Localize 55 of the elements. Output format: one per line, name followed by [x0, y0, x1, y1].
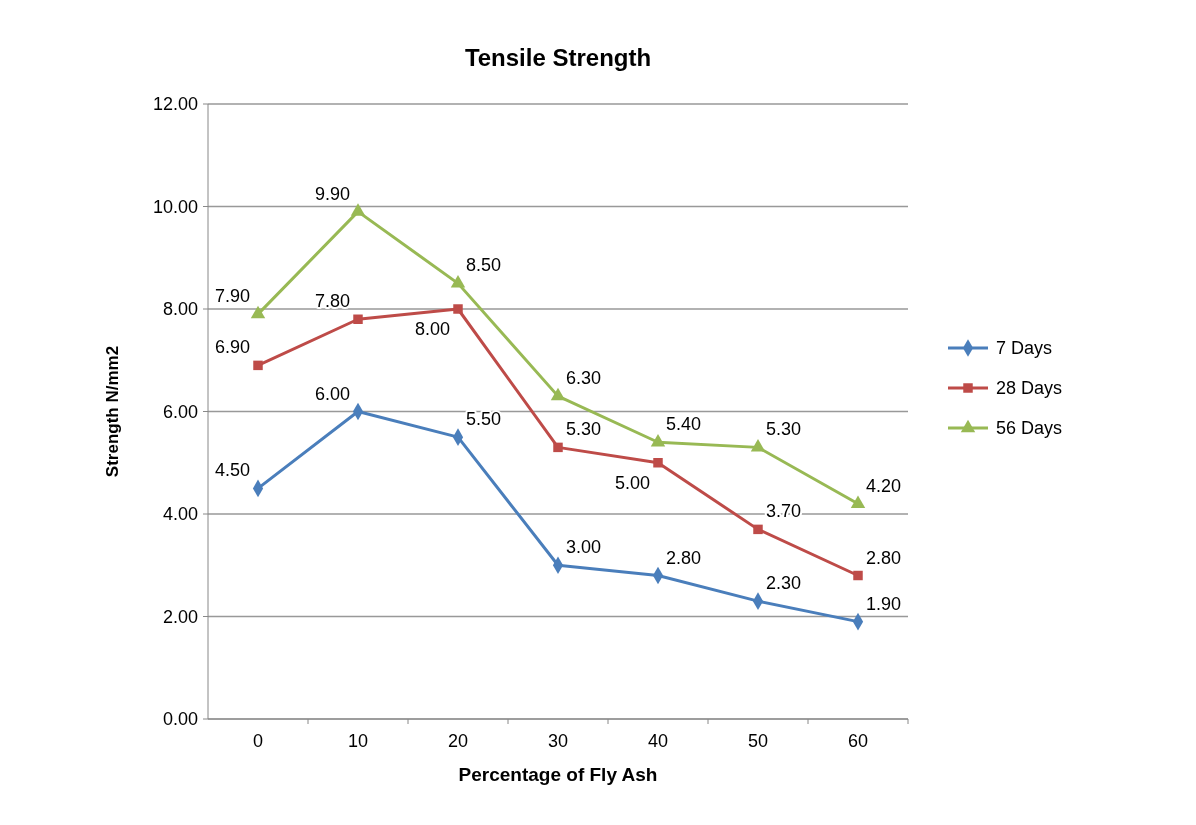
y-tick-label: 8.00 [162, 299, 198, 319]
point [753, 524, 763, 535]
point [250, 305, 266, 319]
x-axis-title: Percentage of Fly Ash [458, 764, 658, 785]
data-label: 5.30 [566, 419, 602, 440]
legend-label: 56 Days [996, 418, 1063, 438]
x-tick-label: 40 [647, 731, 669, 751]
y-tick-label: 6.00 [162, 401, 198, 422]
data-label: 5.50 [466, 409, 502, 430]
point [550, 387, 566, 401]
legend-label: 28 Days [996, 378, 1063, 398]
data-label: 3.70 [766, 501, 802, 522]
point [653, 458, 663, 468]
data-label: 7.90 [214, 286, 250, 307]
data-label: 2.80 [666, 547, 702, 568]
y-tick-label: 0.00 [162, 709, 198, 729]
y-tick-label: 4.00 [162, 504, 198, 524]
point [750, 439, 766, 452]
data-label: 2.80 [866, 547, 902, 568]
point [353, 314, 363, 324]
x-tick-label: 30 [547, 731, 569, 751]
point [453, 304, 463, 314]
point [350, 203, 366, 216]
point [553, 442, 563, 453]
data-label: 7.80 [314, 291, 350, 312]
data-label: 5.40 [666, 414, 702, 435]
data-label: 6.00 [314, 383, 350, 404]
x-tick-label: 50 [747, 731, 769, 751]
data-label: 6.30 [566, 368, 602, 389]
point [450, 275, 466, 288]
point [253, 360, 263, 371]
data-label: 5.30 [766, 419, 802, 440]
data-label: 4.20 [866, 475, 902, 496]
data-label: 6.90 [214, 337, 250, 358]
y-axis-title: Strength N/mm2 [103, 345, 122, 478]
data-label: 9.90 [314, 183, 350, 204]
data-label: 8.00 [414, 319, 450, 339]
data-label: 2.30 [766, 573, 802, 594]
y-tick-label: 2.00 [162, 606, 198, 627]
x-tick-label: 20 [447, 731, 469, 751]
point [853, 570, 863, 581]
x-tick-label: 10 [347, 731, 369, 751]
chart-title: Tensile Strength [464, 44, 652, 71]
x-tick-label: 0 [252, 731, 264, 751]
data-label: 8.50 [466, 255, 502, 276]
data-label: 1.90 [866, 593, 902, 614]
point [850, 495, 866, 508]
y-tick-label: 10.00 [152, 196, 198, 217]
y-tick-label: 12.00 [152, 94, 198, 114]
x-tick-label: 60 [847, 731, 869, 751]
data-label: 4.50 [214, 460, 250, 481]
legend-label: 7 Days [996, 338, 1053, 358]
data-label: 5.00 [614, 472, 650, 493]
point [650, 433, 666, 447]
data-label: 3.00 [566, 537, 602, 558]
